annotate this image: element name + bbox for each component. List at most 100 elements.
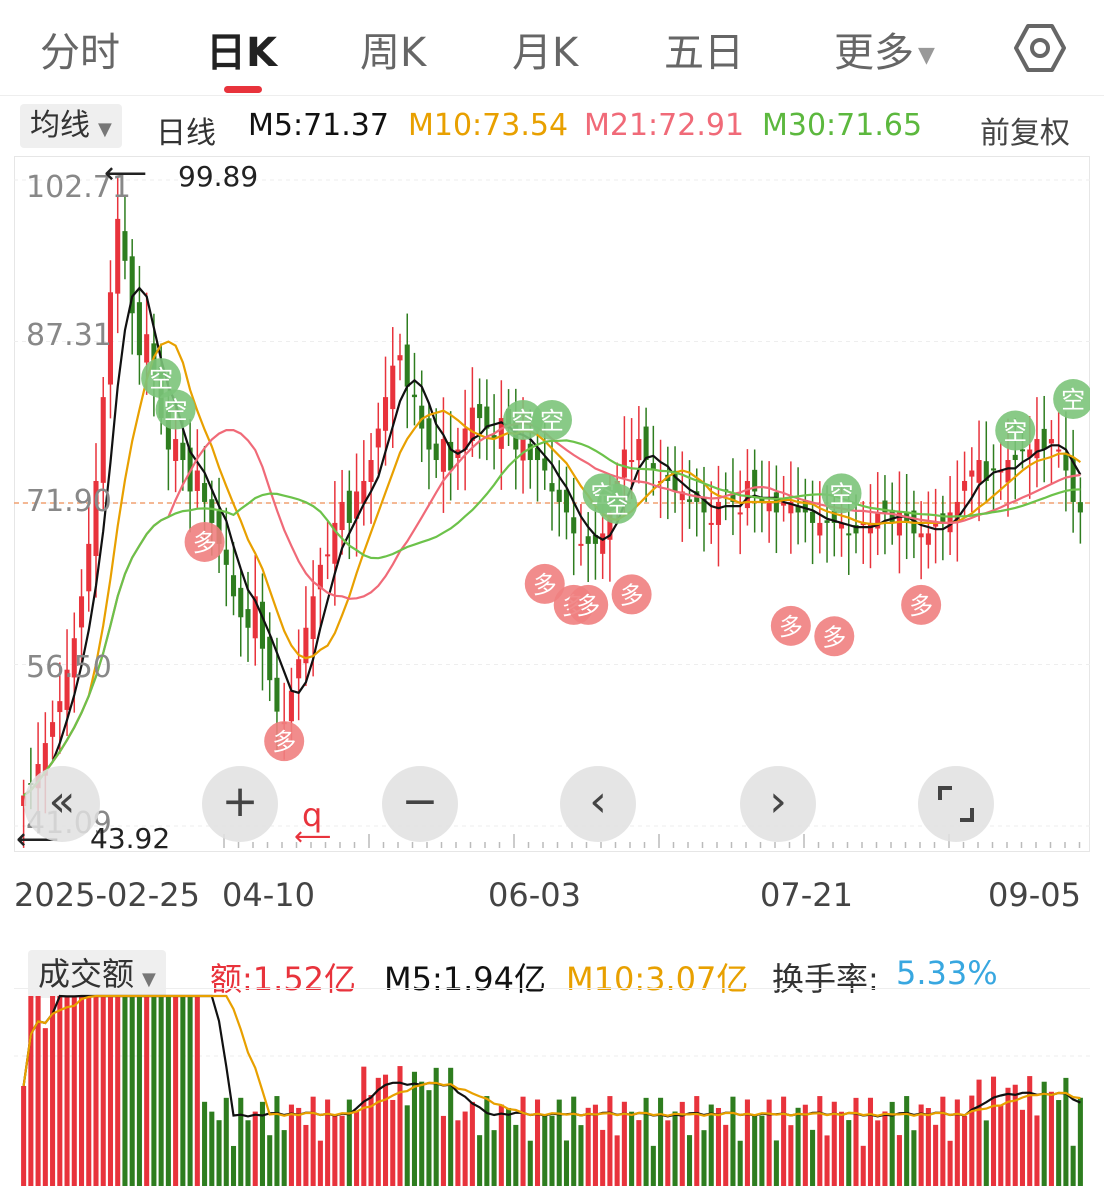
tab-more[interactable]: 更多 ▼ bbox=[834, 20, 935, 78]
ma-select-dropdown[interactable]: 均线 ▼ bbox=[20, 104, 122, 148]
volume-bar bbox=[578, 1125, 584, 1186]
candle-body bbox=[607, 512, 613, 540]
bull-signal-text: 多 bbox=[909, 592, 933, 620]
candle-body bbox=[180, 442, 186, 461]
candle-body bbox=[563, 489, 570, 513]
candle-body bbox=[629, 460, 635, 463]
candle-body bbox=[317, 564, 323, 590]
bear-signal-badge bbox=[141, 358, 182, 399]
candle-body bbox=[766, 501, 772, 512]
candle-body bbox=[1063, 452, 1069, 471]
volume-bar bbox=[194, 996, 200, 1186]
candle-body bbox=[202, 483, 208, 502]
volume-chart-frame[interactable] bbox=[14, 988, 1090, 1190]
ma21-value: M21:72.91 bbox=[584, 108, 745, 143]
tab-monthly-k[interactable]: 月K bbox=[512, 30, 579, 76]
volume-bar bbox=[752, 1115, 758, 1186]
candle-body bbox=[578, 543, 584, 546]
volume-bar bbox=[71, 996, 77, 1186]
volume-bar bbox=[21, 1086, 27, 1186]
tab-daily-k[interactable]: 日K bbox=[206, 30, 277, 76]
volume-bar bbox=[621, 1101, 627, 1186]
bull-signal-badge bbox=[184, 521, 225, 562]
volume-bar bbox=[325, 1099, 331, 1186]
candle-body bbox=[636, 439, 642, 461]
candle-body bbox=[57, 701, 63, 713]
minus-icon: − bbox=[401, 776, 439, 827]
tab-weekly-k[interactable]: 周K bbox=[360, 30, 427, 76]
y-tick-label: 71.90 bbox=[26, 484, 112, 519]
candle-body bbox=[433, 443, 439, 461]
volume-select-dropdown[interactable]: 成交额 ▼ bbox=[28, 950, 166, 998]
zoom-in-button[interactable]: + bbox=[202, 766, 278, 842]
volume-bar bbox=[686, 1135, 693, 1186]
candle-body bbox=[122, 231, 128, 261]
jump-first-button[interactable]: « bbox=[24, 766, 100, 842]
volume-bar bbox=[339, 1115, 345, 1186]
volume-bar bbox=[252, 1111, 258, 1186]
candle-body bbox=[1012, 454, 1018, 461]
candle-body bbox=[274, 677, 280, 712]
candle-body bbox=[144, 334, 150, 363]
candle-body bbox=[556, 489, 562, 502]
volume-bar bbox=[397, 1066, 403, 1186]
zoom-out-button[interactable]: − bbox=[382, 766, 458, 842]
volume-chart[interactable] bbox=[14, 990, 1090, 1190]
ma5-value: M5:71.37 bbox=[248, 108, 389, 143]
candle-body bbox=[462, 428, 468, 450]
volume-bar bbox=[933, 1124, 939, 1186]
volume-bar bbox=[506, 1107, 512, 1186]
volume-bar bbox=[802, 1104, 808, 1186]
candle-body bbox=[346, 490, 352, 523]
volume-bar bbox=[426, 1090, 432, 1186]
volume-bar bbox=[925, 1108, 931, 1186]
price-chart-frame[interactable] bbox=[14, 156, 1090, 852]
bear-signal-badge bbox=[155, 389, 196, 430]
volume-bar bbox=[390, 1099, 396, 1186]
candle-body bbox=[686, 499, 693, 502]
tab-intraday[interactable]: 分时 bbox=[40, 30, 120, 76]
volume-bar bbox=[455, 1120, 461, 1186]
candle-body bbox=[448, 441, 454, 471]
volume-bar bbox=[607, 1096, 613, 1186]
volume-bar bbox=[701, 1130, 707, 1186]
volume-amount: 额:1.52亿 bbox=[210, 960, 357, 998]
volume-bar bbox=[1005, 1087, 1011, 1186]
candlestick-chart[interactable]: 空空多多空空空空空空空多多多多多多多 bbox=[14, 156, 1090, 852]
cursor-label: q bbox=[302, 796, 323, 834]
candle-body bbox=[368, 460, 374, 483]
tab-five-day[interactable]: 五日 bbox=[664, 30, 744, 76]
volume-bar bbox=[723, 1124, 729, 1186]
candle-body bbox=[382, 397, 389, 431]
volume-bar bbox=[846, 1120, 852, 1186]
volume-bar bbox=[788, 1125, 794, 1186]
volume-bar bbox=[527, 1140, 533, 1186]
volume-bar bbox=[911, 1130, 917, 1186]
adjust-mode-button[interactable]: 前复权 bbox=[980, 116, 1070, 151]
period-tabs: 分时 日K 周K 月K 五日 更多 ▼ bbox=[0, 0, 1104, 96]
volume-bar bbox=[563, 1140, 570, 1186]
volume-bar bbox=[990, 1076, 997, 1186]
high-price-label: 99.89 bbox=[178, 160, 259, 193]
candle-body bbox=[954, 501, 960, 520]
volume-bar bbox=[1077, 1097, 1083, 1186]
volume-bar bbox=[629, 1111, 635, 1186]
candle-body bbox=[332, 522, 338, 564]
x-date-label: 09-05 bbox=[988, 876, 1081, 914]
volume-bar bbox=[838, 1111, 845, 1186]
volume-bar bbox=[238, 1097, 244, 1186]
volume-bar bbox=[382, 1074, 389, 1186]
candle-body bbox=[549, 483, 555, 492]
y-tick-label: 56.50 bbox=[26, 650, 112, 685]
x-date-label: 2025-02-25 bbox=[14, 876, 200, 914]
fullscreen-button[interactable] bbox=[918, 766, 994, 842]
candle-body bbox=[810, 511, 816, 523]
candle-body bbox=[375, 428, 381, 448]
volume-bar bbox=[672, 1111, 678, 1186]
bear-signal-badge bbox=[821, 473, 862, 514]
bear-signal-text: 空 bbox=[830, 480, 854, 508]
scroll-right-button[interactable]: › bbox=[740, 766, 816, 842]
volume-bar bbox=[223, 1097, 229, 1186]
scroll-left-button[interactable]: ‹ bbox=[560, 766, 636, 842]
settings-icon[interactable] bbox=[1012, 20, 1068, 76]
